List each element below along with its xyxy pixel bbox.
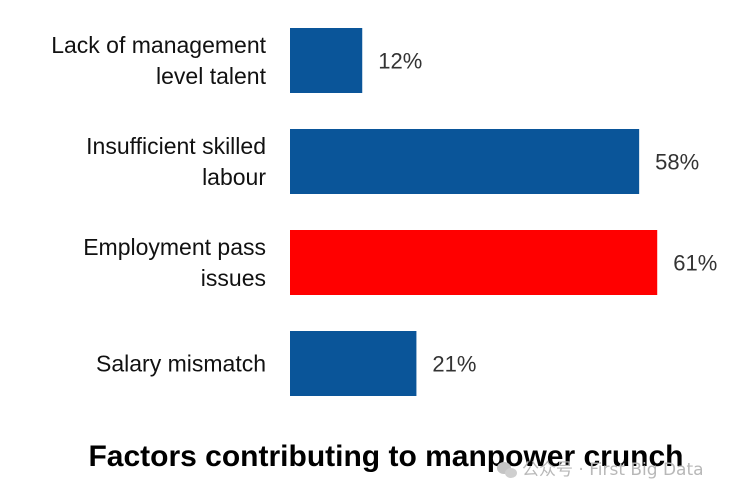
category-label-2-line-0: Employment pass <box>83 234 266 260</box>
bar-3 <box>290 331 417 396</box>
category-label-1-line-1: labour <box>202 164 266 190</box>
value-label-2: 61% <box>673 251 717 276</box>
category-label-0-line-1: level talent <box>156 63 267 89</box>
bar-1 <box>290 129 640 194</box>
bars-group <box>290 28 658 396</box>
watermark: 公众号 · First Big Data <box>497 460 704 480</box>
chart-title: Factors contributing to manpower crunch <box>88 440 683 473</box>
bar-0 <box>290 28 363 93</box>
category-label-1-line-0: Insufficient skilled <box>86 133 266 159</box>
category-label-0-line-0: Lack of management <box>51 32 266 58</box>
category-labels-group: Lack of management level talent Insufficie… <box>51 32 266 377</box>
value-label-3: 21% <box>432 352 476 377</box>
watermark-text: 公众号 · First Big Data <box>522 460 704 480</box>
value-labels-group: 12% 58% 61% 21% <box>378 49 717 377</box>
wechat-icon <box>497 462 517 478</box>
bar-2 <box>290 230 658 295</box>
category-label-2-line-1: issues <box>201 265 266 291</box>
value-label-1: 58% <box>655 150 699 175</box>
value-label-0: 12% <box>378 49 422 74</box>
category-label-3-line-0: Salary mismatch <box>96 351 266 377</box>
